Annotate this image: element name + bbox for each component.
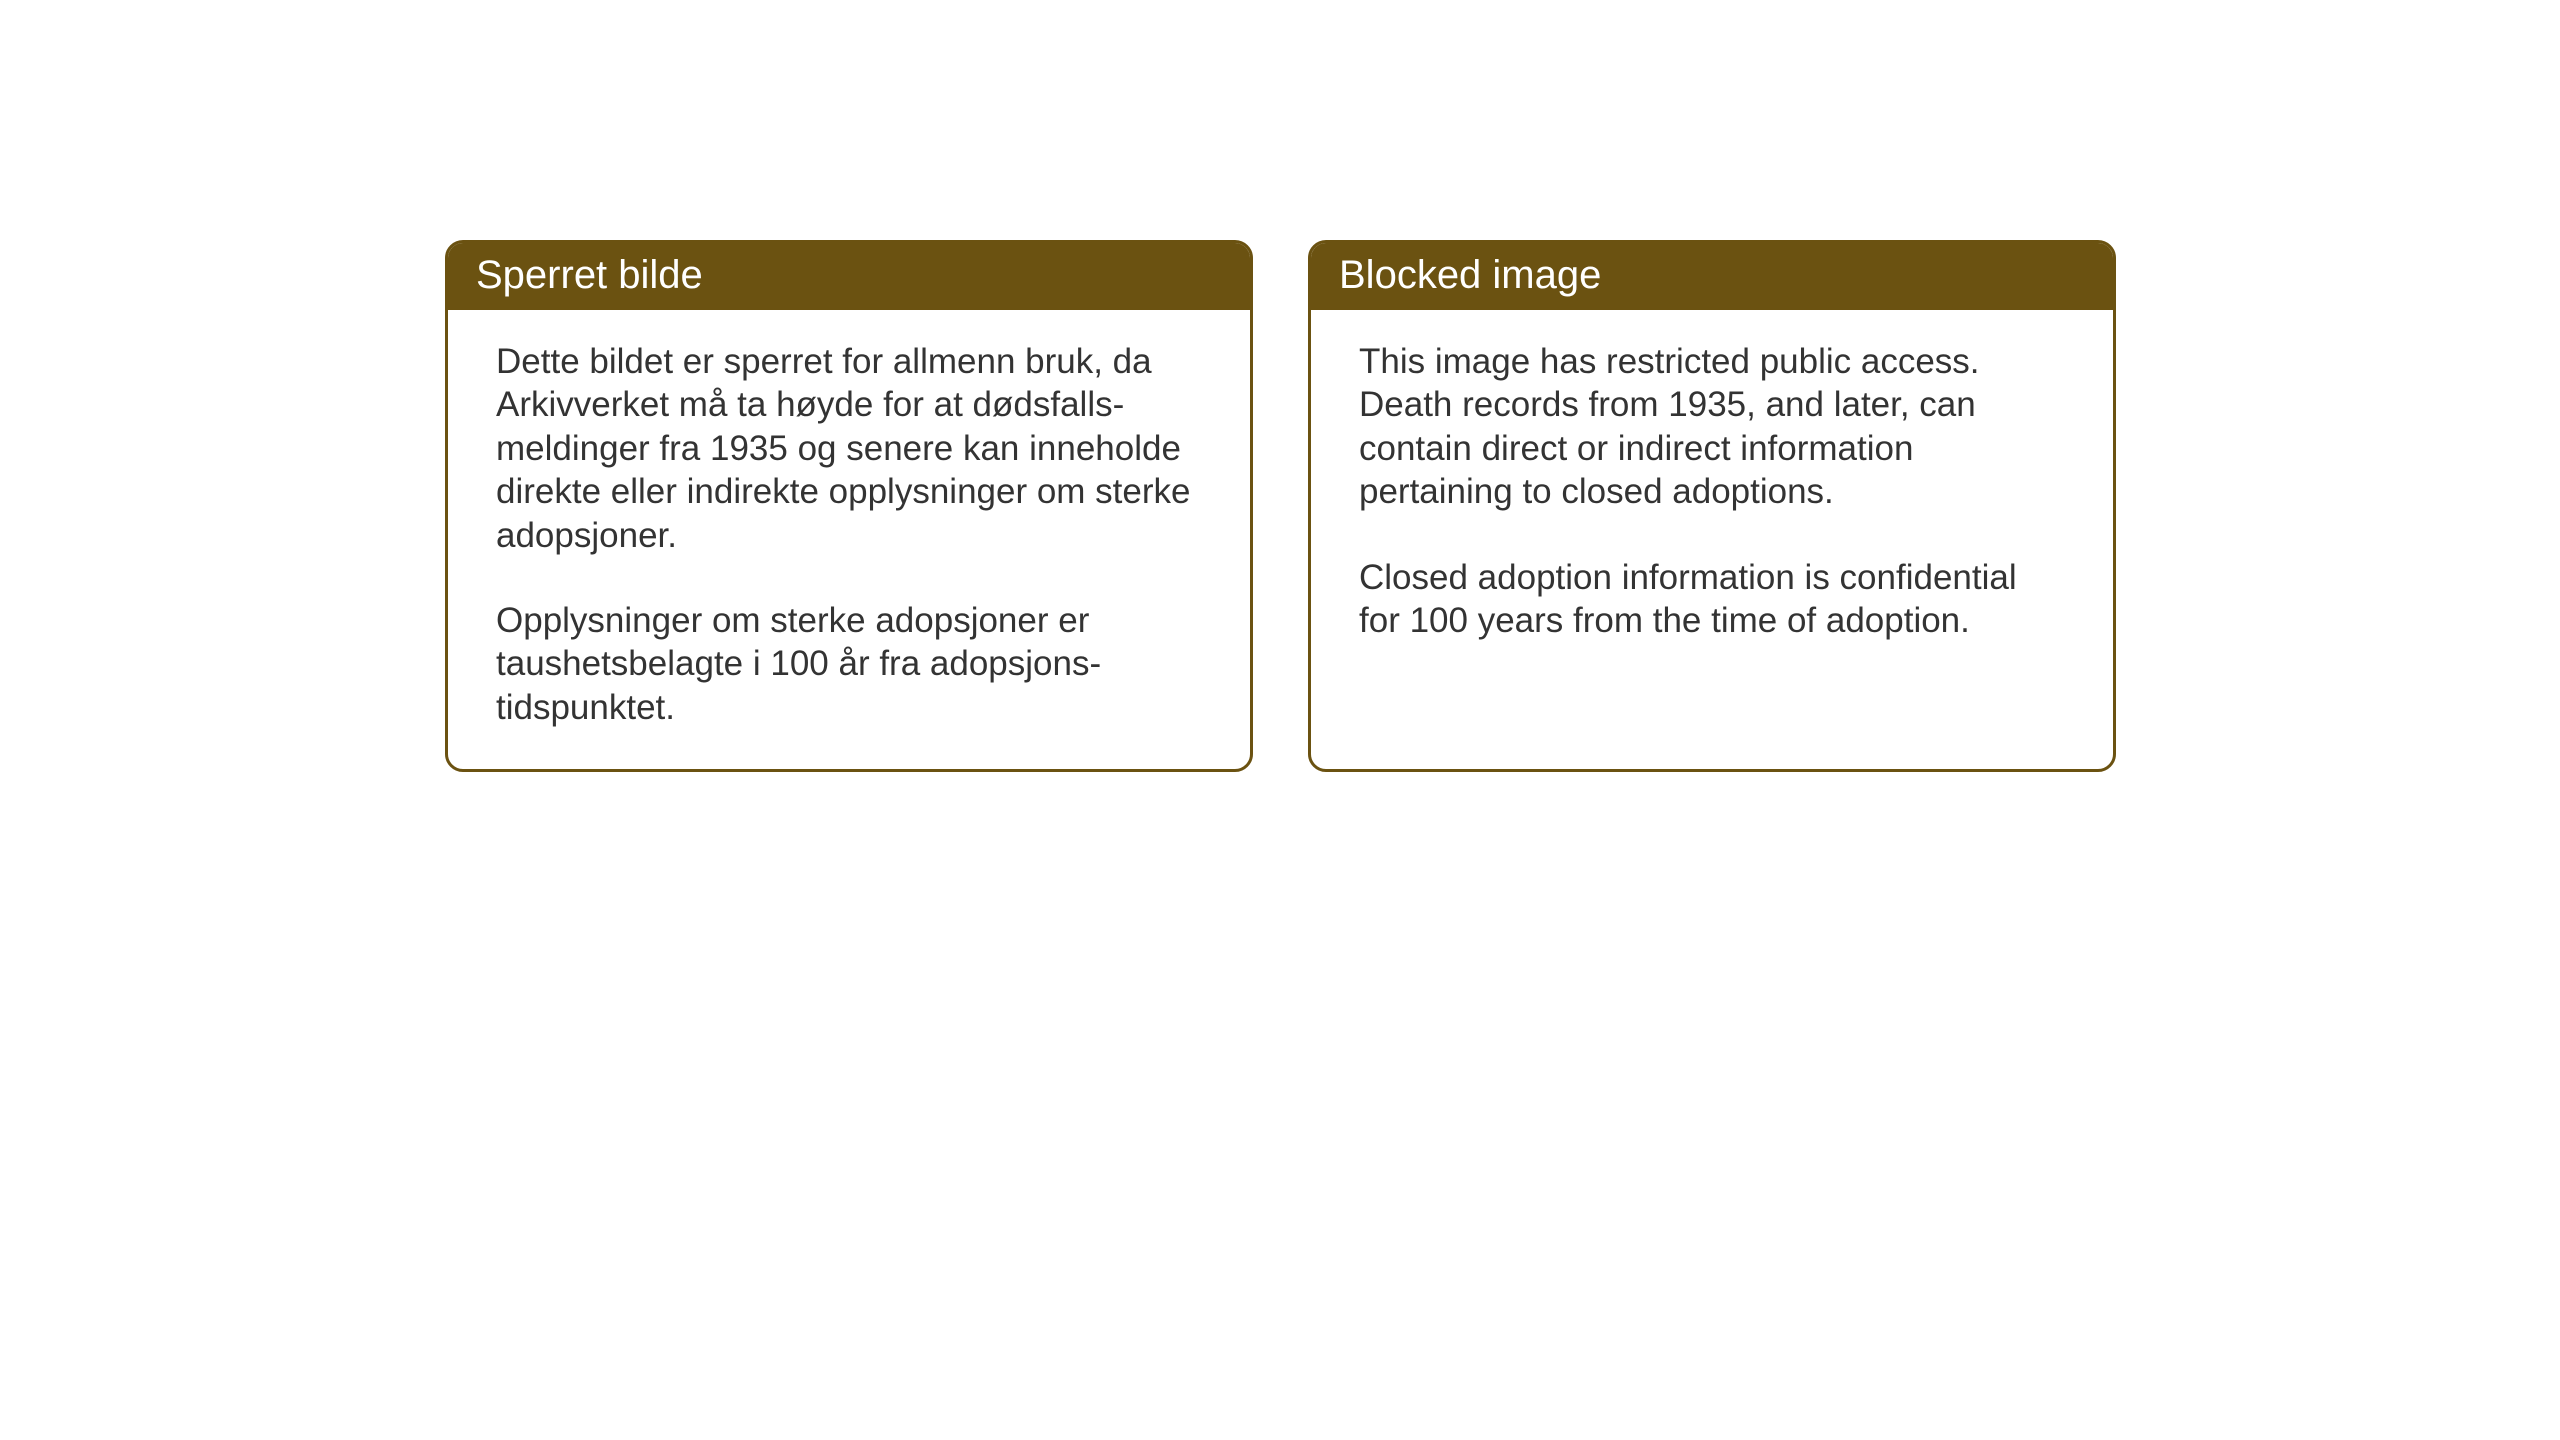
notice-paragraph-2-english: Closed adoption information is confident… bbox=[1359, 556, 2065, 643]
notice-body-english: This image has restricted public access.… bbox=[1311, 310, 2113, 722]
notice-paragraph-1-norwegian: Dette bildet er sperret for allmenn bruk… bbox=[496, 340, 1202, 557]
notice-paragraph-1-english: This image has restricted public access.… bbox=[1359, 340, 2065, 514]
notice-body-norwegian: Dette bildet er sperret for allmenn bruk… bbox=[448, 310, 1250, 769]
notice-header-norwegian: Sperret bilde bbox=[448, 243, 1250, 310]
notice-card-english: Blocked image This image has restricted … bbox=[1308, 240, 2116, 772]
notice-container: Sperret bilde Dette bildet er sperret fo… bbox=[445, 240, 2116, 772]
notice-card-norwegian: Sperret bilde Dette bildet er sperret fo… bbox=[445, 240, 1253, 772]
notice-title-norwegian: Sperret bilde bbox=[476, 253, 703, 297]
notice-header-english: Blocked image bbox=[1311, 243, 2113, 310]
notice-paragraph-2-norwegian: Opplysninger om sterke adopsjoner er tau… bbox=[496, 599, 1202, 729]
notice-title-english: Blocked image bbox=[1339, 253, 1601, 297]
